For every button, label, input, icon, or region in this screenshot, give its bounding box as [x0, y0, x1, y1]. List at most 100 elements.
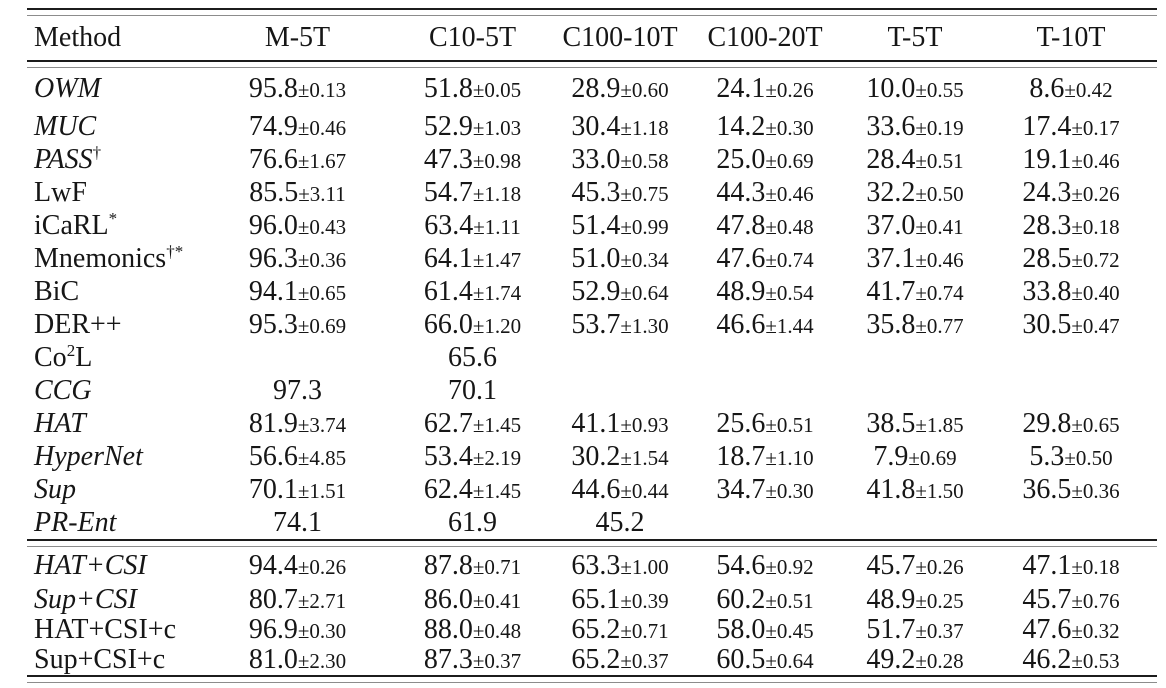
std-value: ±0.51 — [765, 412, 814, 437]
std-value: ±0.76 — [1071, 589, 1120, 613]
value-cell: 96.0±0.43 — [205, 209, 390, 242]
std-value: ±0.99 — [620, 214, 669, 239]
value-cell — [205, 341, 390, 374]
mean-value: 41.8 — [866, 473, 916, 505]
mean-value: 80.7 — [248, 584, 298, 615]
value-cell: 45.7±0.26 — [845, 547, 985, 585]
value-cell — [685, 341, 845, 374]
mean-value: 28.3 — [1022, 209, 1072, 241]
method-name: MUC — [34, 110, 97, 142]
mean-value: 70.1 — [248, 473, 298, 505]
table-bottom-rule — [27, 675, 1157, 683]
method-name: Co — [34, 341, 67, 373]
value-cell: 47.3±0.98 — [390, 143, 555, 176]
method-cell: BiC — [27, 275, 205, 308]
group-separator — [27, 539, 1157, 547]
std-value: ±1.20 — [472, 313, 522, 338]
std-value: ±0.26 — [1071, 181, 1120, 206]
value-cell: 33.6±0.19 — [845, 110, 985, 143]
std-value: ±4.85 — [297, 445, 347, 470]
value-cell: 10.0±0.55 — [845, 68, 985, 110]
value-cell: 47.6±0.74 — [685, 242, 845, 275]
method-name: BiC — [34, 275, 80, 307]
value-cell: 51.8±0.05 — [390, 68, 555, 110]
value-cell: 49.2±0.28 — [845, 645, 985, 675]
std-value: ±0.37 — [620, 649, 669, 673]
std-value: ±0.65 — [1071, 412, 1120, 437]
mean-value: 33.0 — [571, 143, 621, 175]
std-value: ±0.40 — [1071, 280, 1120, 305]
value-cell — [685, 374, 845, 407]
mean-value: 24.1 — [716, 73, 766, 104]
table-top-rule — [27, 8, 1157, 16]
table-row: Co2L 65.6 — [27, 341, 1157, 374]
method-name: Sup+CSI — [34, 584, 137, 615]
method-cell: iCaRL* — [27, 209, 205, 242]
value-cell: 36.5±0.36 — [985, 473, 1157, 506]
std-value: ±0.51 — [765, 589, 814, 613]
std-value: ±1.85 — [915, 412, 964, 437]
mean-value: 44.3 — [716, 176, 766, 208]
std-value: ±0.46 — [1071, 148, 1120, 173]
mean-value: 96.0 — [248, 209, 298, 241]
value-cell — [555, 374, 685, 407]
value-cell: 58.0±0.45 — [685, 615, 845, 645]
value-cell: 41.7±0.74 — [845, 275, 985, 308]
table-row: DER++ 95.3±0.69 66.0±1.20 53.7±1.30 46.6±1.4… — [27, 308, 1157, 341]
mean-value: 94.4 — [248, 550, 298, 581]
method-cell: HAT+CSI — [27, 547, 205, 585]
value-cell: 37.0±0.41 — [845, 209, 985, 242]
std-value: ±0.30 — [765, 478, 814, 503]
std-value: ±0.77 — [915, 313, 964, 338]
mean-value: 48.9 — [866, 584, 916, 615]
mean-value: 53.4 — [423, 440, 473, 472]
std-value: ±0.64 — [765, 649, 814, 673]
results-table-wrap: Method M-5T C10-5T C100-10T C100-20T T-5T T-10… — [27, 8, 1157, 683]
table-row: HAT+CSI+c 96.9±0.30 88.0±0.48 65.2±0.71 58.0… — [27, 615, 1157, 645]
mean-value: 49.2 — [866, 644, 916, 675]
value-cell — [845, 506, 985, 539]
value-cell: 62.4±1.45 — [390, 473, 555, 506]
table-top-rule-row — [27, 8, 1157, 16]
value-cell: 28.4±0.51 — [845, 143, 985, 176]
method-superscript: * — [108, 209, 118, 229]
value-cell: 28.3±0.18 — [985, 209, 1157, 242]
std-value: ±1.54 — [620, 445, 669, 470]
mean-value: 51.4 — [571, 209, 621, 241]
value-cell — [555, 341, 685, 374]
method-cell: Sup+CSI — [27, 585, 205, 615]
table-row: PR-Ent 74.1 61.9 45.2 — [27, 506, 1157, 539]
mean-value: 18.7 — [716, 440, 766, 472]
table-row: OWM 95.8±0.13 51.8±0.05 28.9±0.60 24.1±0.26 1… — [27, 68, 1157, 110]
std-value: ±0.64 — [620, 280, 669, 305]
table-row: CCG 97.3 70.1 — [27, 374, 1157, 407]
std-value: ±1.44 — [765, 313, 814, 338]
value-cell: 47.6±0.32 — [985, 615, 1157, 645]
std-value: ±0.28 — [915, 649, 964, 673]
value-cell — [985, 374, 1157, 407]
std-value: ±0.69 — [765, 148, 814, 173]
mean-value: 29.8 — [1022, 407, 1072, 439]
mean-value: 34.7 — [716, 473, 766, 505]
std-value: ±0.72 — [1071, 247, 1120, 272]
value-cell: 74.9±0.46 — [205, 110, 390, 143]
std-value: ±2.71 — [297, 589, 347, 613]
mean-value: 45.3 — [571, 176, 621, 208]
std-value: ±0.25 — [915, 589, 964, 613]
method-name: DER++ — [34, 308, 122, 340]
mean-value: 97.3 — [273, 374, 322, 406]
std-value: ±0.30 — [765, 115, 814, 140]
mean-value: 33.8 — [1022, 275, 1072, 307]
std-value: ±0.26 — [765, 78, 814, 102]
mean-value: 54.7 — [423, 176, 473, 208]
std-value: ±0.37 — [472, 649, 522, 673]
std-value: ±1.67 — [297, 148, 347, 173]
value-cell: 29.8±0.65 — [985, 407, 1157, 440]
value-cell: 46.6±1.44 — [685, 308, 845, 341]
std-value: ±0.48 — [472, 619, 522, 643]
value-cell: 62.7±1.45 — [390, 407, 555, 440]
mean-value: 61.4 — [423, 275, 473, 307]
header-row: Method M-5T C10-5T C100-10T C100-20T T-5T T-10… — [27, 16, 1157, 60]
value-cell: 51.4±0.99 — [555, 209, 685, 242]
value-cell: 61.4±1.74 — [390, 275, 555, 308]
